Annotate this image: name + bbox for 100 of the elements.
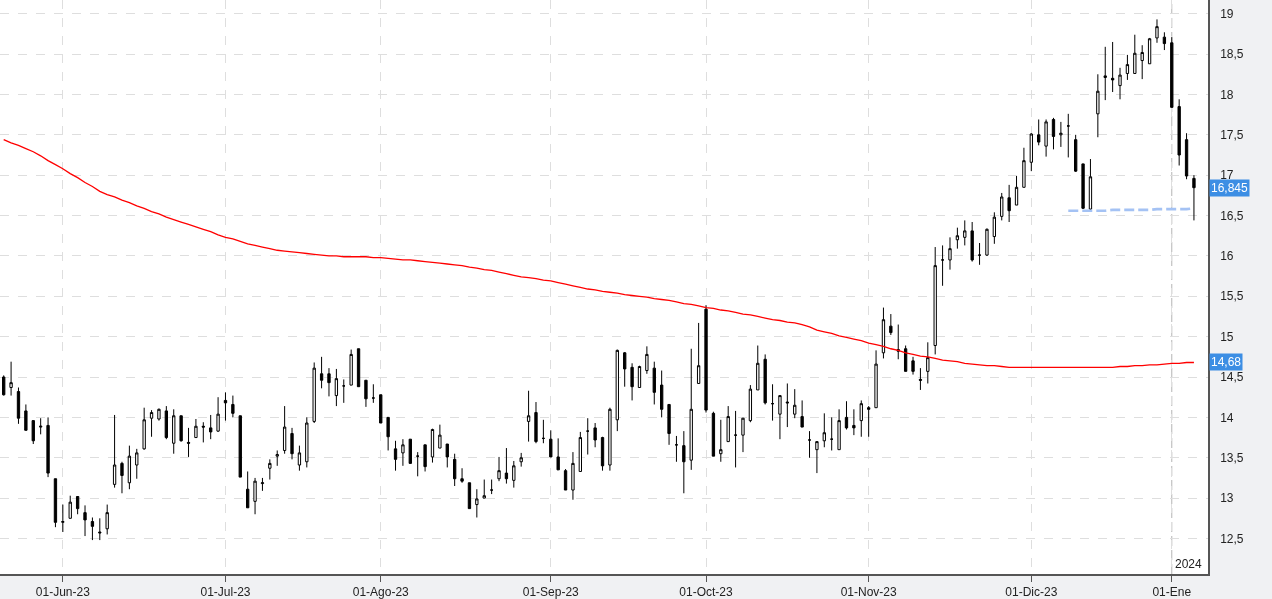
candlestick (127, 445, 132, 490)
candlestick (881, 307, 886, 359)
candlestick (179, 415, 183, 443)
candlestick (282, 405, 287, 455)
candlestick (112, 414, 117, 489)
candlestick (39, 417, 43, 435)
candlestick (386, 416, 390, 451)
candlestick (859, 399, 863, 438)
candlestick (534, 401, 538, 444)
candlestick (297, 445, 302, 472)
candlestick (667, 403, 671, 446)
candlestick (1133, 34, 1137, 74)
candlestick (793, 388, 797, 419)
candlestick (149, 409, 154, 438)
candlestick (1192, 174, 1196, 221)
y-tick-label: 14,5 (1220, 370, 1244, 385)
candlestick (1059, 121, 1063, 148)
candlestick (416, 451, 420, 477)
candlestick (231, 395, 235, 418)
candlestick (1051, 117, 1056, 150)
candlestick (586, 417, 590, 456)
candlestick (135, 448, 139, 480)
candlestick (844, 400, 849, 430)
candlestick (963, 219, 967, 246)
candlestick (682, 430, 686, 494)
candlestick (68, 495, 72, 519)
x-tick-label: 01-Dic-23 (1005, 585, 1058, 599)
candlestick (1088, 158, 1093, 211)
candlestick (408, 438, 412, 464)
y-tick-label: 13,5 (1220, 450, 1244, 465)
candlestick (770, 383, 775, 422)
candlestick (977, 242, 982, 266)
candlestick (1140, 44, 1144, 80)
candlestick (837, 408, 841, 451)
candlestick (371, 383, 376, 404)
candlestick (489, 479, 494, 495)
candlestick (142, 407, 146, 451)
candlestick (726, 405, 730, 443)
candlestick (512, 460, 516, 489)
candlestick (164, 405, 168, 440)
candlestick (541, 419, 546, 444)
text: 16,845 (1211, 181, 1248, 195)
candlestick (719, 419, 723, 463)
candlestick (364, 379, 368, 408)
y-tick-label: 16,5 (1220, 208, 1244, 223)
candlestick (98, 517, 102, 541)
candlestick (660, 370, 664, 418)
candlestick (209, 414, 213, 440)
candlestick (268, 458, 272, 481)
candlestick (1147, 37, 1152, 65)
candlestick (319, 356, 324, 389)
x-tick-label: 01-Sep-23 (522, 585, 580, 599)
candlestick (674, 435, 679, 463)
candlestick (955, 227, 960, 250)
candlestick (519, 452, 523, 468)
line-series (3, 139, 1195, 368)
candlestick (1118, 67, 1122, 100)
candlestick (430, 428, 435, 464)
x-tick-label: 01-Nov-23 (840, 585, 898, 599)
x-tick-label: 01-Ene (1152, 585, 1192, 599)
candlestick (216, 396, 220, 433)
candlestick (608, 407, 612, 472)
candlestick (1037, 118, 1041, 146)
y-tick-label: 18 (1220, 87, 1234, 102)
candlestick (172, 408, 176, 455)
candlestick (423, 444, 427, 472)
candlestick (275, 449, 279, 467)
candlestick (704, 304, 708, 414)
candlestick (615, 349, 619, 432)
candlestick (482, 479, 486, 499)
x-tick-label: 01-Jul-23 (200, 585, 251, 599)
candlestick (194, 418, 198, 439)
candlestick (90, 516, 95, 541)
candlestick (563, 468, 568, 491)
candlestick (756, 345, 760, 391)
candlestick (1074, 134, 1078, 173)
candlestick (741, 417, 745, 453)
y-tick-label: 16 (1220, 249, 1234, 264)
candlestick (497, 456, 501, 482)
candlestick (733, 410, 738, 468)
candlestick (1007, 184, 1011, 223)
candlestick (852, 408, 856, 436)
candlestick (711, 411, 716, 457)
candlestick (475, 488, 479, 518)
candlestick (46, 416, 50, 478)
candlestick (327, 367, 331, 397)
candlestick (312, 361, 316, 424)
candlestick (896, 324, 900, 360)
candlestick (1014, 175, 1019, 206)
candlestick (1162, 31, 1167, 51)
candlestick (1000, 192, 1004, 221)
candlestick (401, 438, 405, 467)
candlestick (460, 467, 464, 484)
candlestick (342, 378, 346, 404)
candlestick (1022, 147, 1026, 188)
candlestick (926, 341, 930, 384)
candlestick (445, 443, 449, 468)
candlestick (600, 436, 605, 472)
candlestick (1125, 54, 1130, 81)
candlestick (748, 384, 753, 423)
